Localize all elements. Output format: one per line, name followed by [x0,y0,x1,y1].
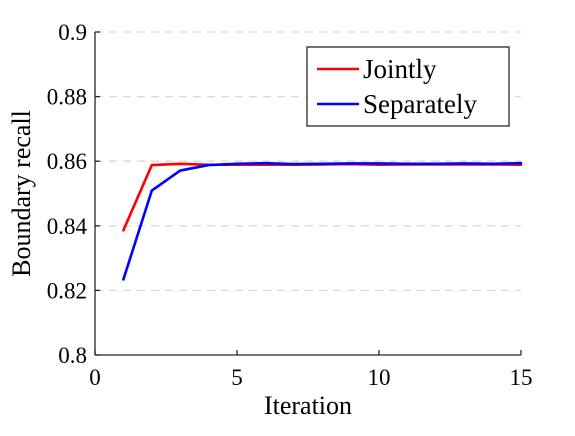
y-axis-label: Boundary recall [7,110,36,277]
y-tick-label: 0.82 [47,278,87,303]
series-line-separately [122,161,523,281]
y-tick-label: 0.9 [58,20,87,45]
x-axis-label: Iteration [264,391,352,420]
legend-label-separately: Separately [363,89,477,119]
x-tick-label: 5 [231,365,243,390]
y-tick-label: 0.88 [47,85,87,110]
legend-label-jointly: Jointly [363,54,437,84]
legend: Jointly Separately [306,46,510,127]
y-tick-label: 0.8 [58,343,87,368]
y-tick-label: 0.84 [47,214,88,239]
x-tick-label: 15 [510,365,533,390]
axes [94,32,521,356]
x-tick-label: 0 [89,365,101,390]
x-tick-label: 10 [368,365,391,390]
ticks: 0.8 0.82 0.84 0.86 0.88 0.9 0 5 10 15 [47,20,533,390]
y-tick-label: 0.86 [47,149,87,174]
legend-box [306,46,510,127]
series-lines [122,161,523,281]
